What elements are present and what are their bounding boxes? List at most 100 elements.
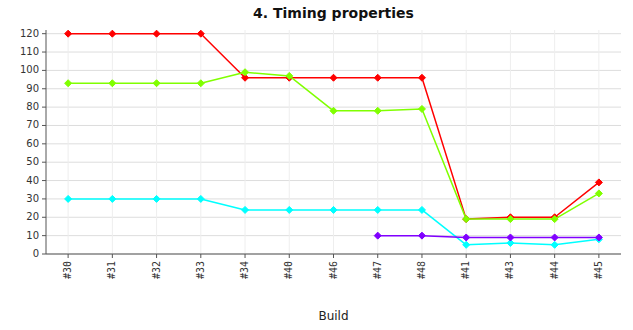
point <box>418 74 425 81</box>
point <box>507 234 514 241</box>
series-line <box>68 199 599 245</box>
x-tick <box>333 254 334 258</box>
y-tick <box>42 180 46 181</box>
y-tick-label: 60 <box>26 138 39 149</box>
x-tick <box>68 254 69 258</box>
y-tick-label: 20 <box>26 211 39 222</box>
point <box>551 216 558 223</box>
x-tick <box>156 254 157 258</box>
point <box>109 195 116 202</box>
x-tick <box>112 254 113 258</box>
y-tick-label: 0 <box>33 248 39 259</box>
point <box>374 232 381 239</box>
x-tick <box>466 254 467 258</box>
point <box>595 190 602 197</box>
x-tick-label: #43 <box>504 261 515 279</box>
y-tick <box>42 235 46 236</box>
x-grid-line <box>200 30 201 254</box>
x-tick-label: #46 <box>328 261 339 279</box>
y-tick-label: 10 <box>26 230 39 241</box>
x-tick <box>289 254 290 258</box>
point <box>330 107 337 114</box>
x-tick-label: #31 <box>106 261 117 279</box>
point <box>65 195 72 202</box>
grid <box>46 30 621 254</box>
x-tick <box>377 254 378 258</box>
x-tick <box>421 254 422 258</box>
series-line <box>68 72 599 219</box>
x-axis-label: Build <box>318 309 348 323</box>
y-tick <box>42 143 46 144</box>
point <box>418 232 425 239</box>
x-tick <box>598 254 599 258</box>
x-grid-line <box>598 30 599 254</box>
x-tick-label: #48 <box>416 261 427 279</box>
x-tick-label: #45 <box>593 261 604 279</box>
y-tick <box>42 125 46 126</box>
y-tick <box>42 162 46 163</box>
point <box>330 206 337 213</box>
x-tick-label: #47 <box>372 261 383 279</box>
x-tick <box>554 254 555 258</box>
series <box>65 195 603 248</box>
x-grid-line <box>68 30 69 254</box>
point <box>109 30 116 37</box>
x-grid-line <box>112 30 113 254</box>
x-grid-line <box>289 30 290 254</box>
x-tick-label: #34 <box>239 261 250 279</box>
x-tick-label: #30 <box>62 261 73 279</box>
x-tick-label: #32 <box>151 261 162 279</box>
point <box>197 80 204 87</box>
series <box>374 232 602 241</box>
y-tick-label: 50 <box>26 156 39 167</box>
x-tick-label: #41 <box>460 261 471 279</box>
x-tick <box>510 254 511 258</box>
point <box>374 74 381 81</box>
point <box>242 69 249 76</box>
point <box>463 216 470 223</box>
point <box>286 72 293 79</box>
axes: 0 10 20 30 40 50 60 70 80 90 100 110 120 #30 #31 #32 #33… <box>20 28 621 279</box>
point <box>242 206 249 213</box>
x-grid-line <box>377 30 378 254</box>
y-tick <box>42 52 46 53</box>
point <box>374 206 381 213</box>
point <box>551 234 558 241</box>
point <box>65 30 72 37</box>
point <box>418 206 425 213</box>
point <box>463 241 470 248</box>
y-tick-label: 80 <box>26 101 39 112</box>
point <box>153 30 160 37</box>
x-grid-line <box>245 30 246 254</box>
y-tick <box>42 70 46 71</box>
x-tick <box>200 254 201 258</box>
y-tick-label: 110 <box>20 46 39 57</box>
y-tick-label: 100 <box>20 64 39 75</box>
chart: 0 10 20 30 40 50 60 70 80 90 100 110 120 #30 #31 #32 #33… <box>0 0 633 330</box>
point <box>197 30 204 37</box>
y-tick <box>42 107 46 108</box>
series-line <box>68 34 599 219</box>
series <box>65 30 603 222</box>
x-grid-line <box>333 30 334 254</box>
point <box>507 216 514 223</box>
x-grid-line <box>421 30 422 254</box>
y-tick <box>42 254 46 255</box>
point <box>595 179 602 186</box>
chart-container: 0 10 20 30 40 50 60 70 80 90 100 110 120 #30 #31 #32 #33… <box>0 0 633 330</box>
point <box>330 74 337 81</box>
point <box>595 234 602 241</box>
point <box>153 80 160 87</box>
point <box>551 241 558 248</box>
y-tick-label: 70 <box>26 119 39 130</box>
x-tick-label: #33 <box>195 261 206 279</box>
y-tick-label: 90 <box>26 83 39 94</box>
y-tick-label: 120 <box>20 28 39 39</box>
y-tick-label: 30 <box>26 193 39 204</box>
y-tick <box>42 33 46 34</box>
point <box>463 234 470 241</box>
x-tick-label: #44 <box>549 261 560 279</box>
y-tick <box>42 217 46 218</box>
y-tick-label: 40 <box>26 175 39 186</box>
y-tick <box>42 88 46 89</box>
